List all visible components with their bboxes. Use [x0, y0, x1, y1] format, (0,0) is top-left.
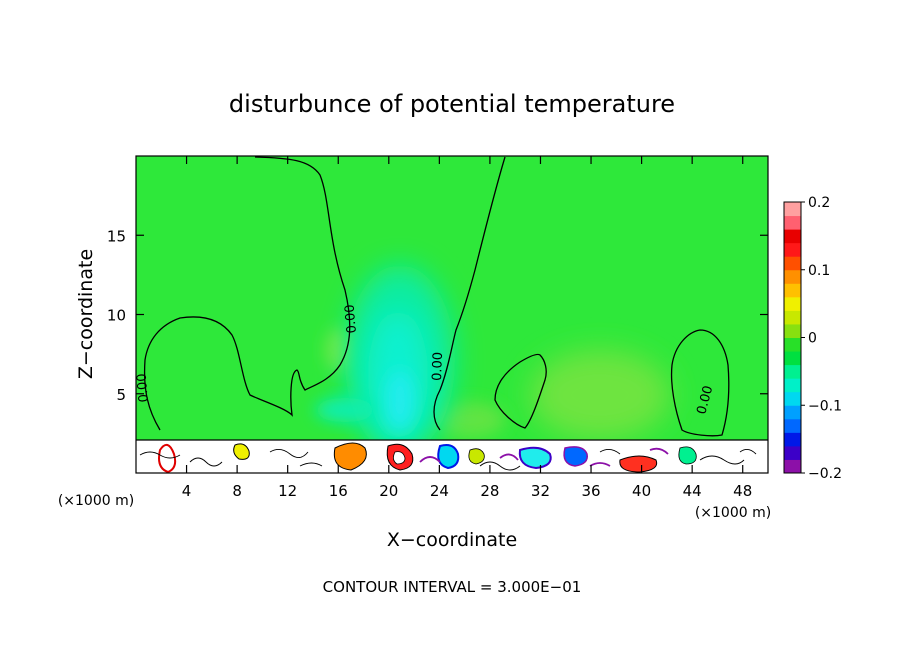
surface-squiggles [139, 449, 757, 471]
colorbar-swatch [784, 296, 801, 311]
contour-loop-right [670, 329, 730, 437]
colorbar-swatch [784, 269, 801, 284]
colorbar-swatch [784, 337, 801, 352]
colorbar-label: 0.2 [808, 195, 830, 211]
y-tick-label: 10 [107, 307, 126, 325]
cold-patch-lower [315, 398, 375, 422]
y-tick-label: 5 [116, 386, 126, 404]
surface-blob-3 [333, 442, 367, 471]
colorbar-swatch [784, 229, 801, 244]
colorbar-swatch [784, 405, 801, 420]
colorbar-label: −0.2 [808, 466, 842, 482]
colorbar-swatch [784, 351, 801, 366]
x-tick-label: 32 [531, 482, 550, 500]
x-tick-label: 8 [232, 482, 242, 500]
surface-blob-1 [158, 443, 177, 473]
chart-title: disturbunce of potential temperature [229, 90, 675, 118]
surface-blob-7 [518, 446, 552, 470]
x-axis-title: X−coordinate [387, 529, 517, 551]
colorbar: 0.2 0.1 0 −0.1 −0.2 [783, 195, 842, 482]
surface-blob-5 [393, 451, 406, 465]
x-tick-label: 36 [581, 482, 600, 500]
colorbar-swatch [784, 378, 801, 393]
surface-blob-2 [233, 443, 250, 460]
y-axis: 5 10 15 [107, 227, 768, 404]
contour-label-center: 0.00 [430, 352, 446, 381]
colorbar-swatch [784, 242, 801, 257]
x-tick-label: 24 [430, 482, 449, 500]
colorbar-swatch [784, 283, 801, 298]
contour-label-right: 0.00 [694, 384, 716, 416]
plot-area: 0.00 0.00 0.00 0.00 [135, 156, 768, 473]
x-tick-label: 28 [480, 482, 499, 500]
colorbar-label: 0 [808, 331, 817, 347]
colorbar-swatch [784, 418, 801, 433]
x-tick-label: 12 [278, 482, 297, 500]
colorbar-swatch [784, 391, 801, 406]
x-tick-label: 16 [329, 482, 348, 500]
x-tick-label: 44 [683, 482, 702, 500]
y-tick-label: 15 [107, 227, 126, 245]
x-tick-label: 4 [182, 482, 192, 500]
surface-layer [136, 439, 768, 473]
warm-patch-center [435, 402, 505, 438]
y-axis-title: Z−coordinate [75, 249, 97, 379]
contour-label-top: 0.00 [343, 304, 360, 334]
colorbar-label: −0.1 [808, 398, 842, 414]
field-shading [315, 265, 670, 455]
surface-blob-8 [563, 446, 588, 467]
x-tick-label: 20 [379, 482, 398, 500]
colorbar-swatch [784, 432, 801, 447]
colorbar-swatch [784, 310, 801, 325]
contour-top-left [143, 156, 351, 431]
cold-column-core [386, 370, 414, 430]
contour-loop-mid [494, 353, 547, 429]
contour-label-left: 0.00 [135, 373, 152, 403]
x-axis: 4 8 12 16 20 24 28 32 36 40 44 48 [182, 156, 752, 500]
x-unit-left: (×1000 m) [58, 493, 134, 509]
contour-interval-note: CONTOUR INTERVAL = 3.000E−01 [323, 578, 582, 596]
colorbar-swatch [784, 202, 801, 217]
x-tick-label: 40 [632, 482, 651, 500]
surface-blob-6 [437, 444, 460, 470]
x-tick-label: 48 [733, 482, 752, 500]
contour-center [433, 156, 506, 431]
colorbar-swatch [784, 323, 801, 338]
surface-blob-11 [678, 446, 697, 465]
surface-squiggles-colored [419, 447, 669, 467]
colorbar-swatch [784, 215, 801, 230]
colorbar-swatch [784, 364, 801, 379]
colorbar-label: 0.1 [808, 263, 830, 279]
colorbar-swatch [784, 445, 801, 460]
surface-blob-10 [468, 448, 485, 465]
colorbar-swatch [784, 459, 801, 474]
x-unit-right: (×1000 m) [695, 505, 771, 521]
surface-blob-9 [619, 455, 658, 473]
warm-patch-right [530, 350, 670, 440]
contours [143, 156, 730, 437]
colorbar-swatch [784, 256, 801, 271]
